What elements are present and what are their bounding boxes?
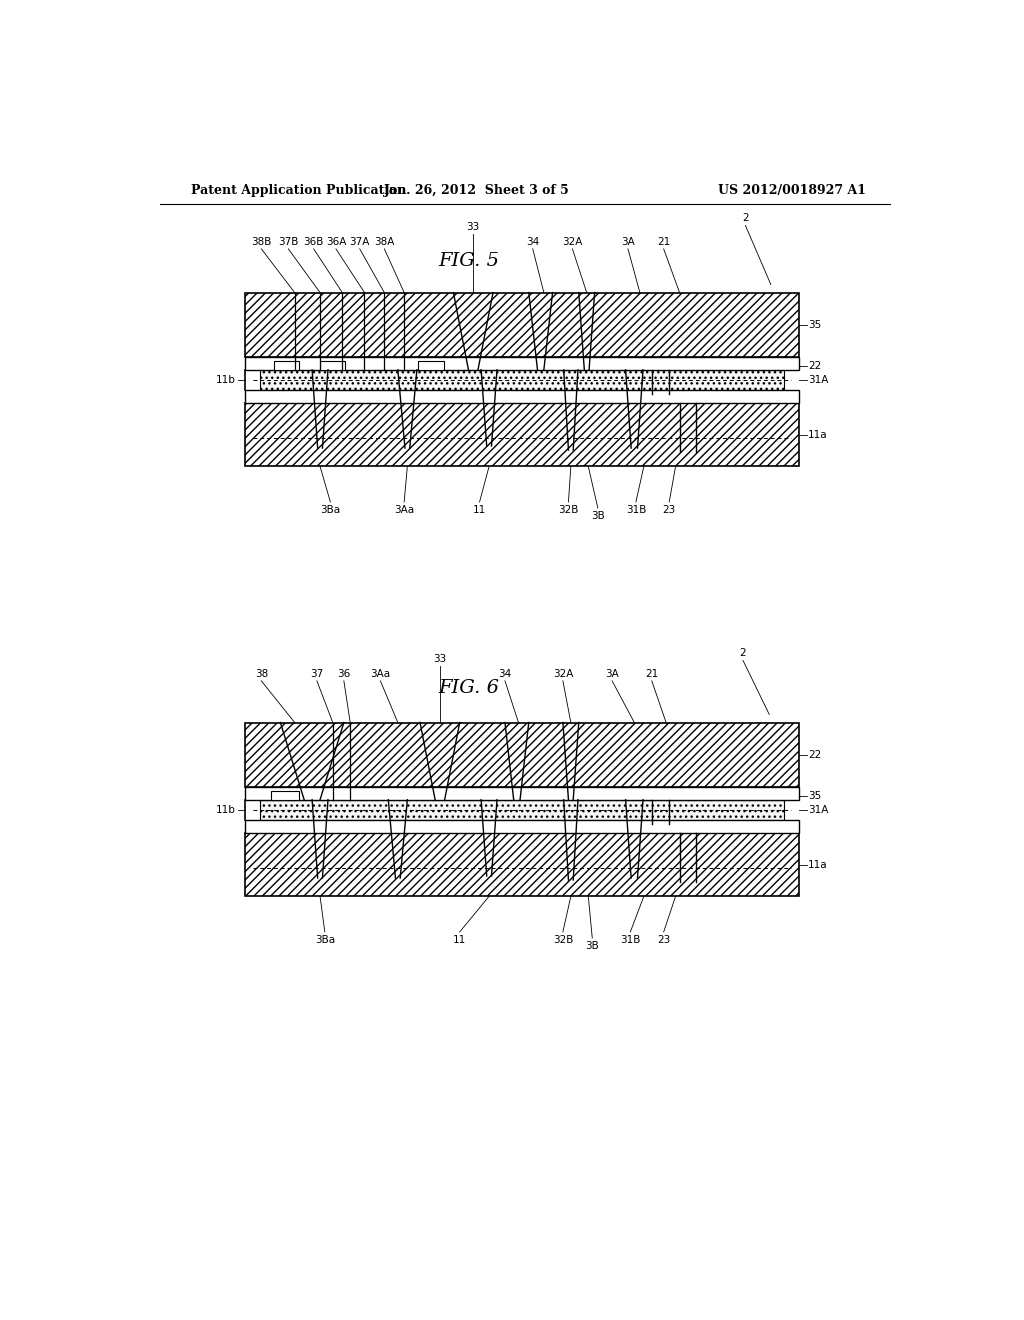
Text: 21: 21 xyxy=(657,236,671,247)
Text: 37B: 37B xyxy=(279,236,298,247)
Bar xyxy=(246,391,799,404)
Text: 37A: 37A xyxy=(349,236,370,247)
Bar xyxy=(246,356,799,370)
Text: 32B: 32B xyxy=(558,506,579,515)
Text: 31A: 31A xyxy=(808,805,828,814)
Bar xyxy=(260,800,784,820)
Bar xyxy=(274,360,299,370)
Text: 21: 21 xyxy=(645,669,658,678)
Bar xyxy=(246,787,799,800)
Text: US 2012/0018927 A1: US 2012/0018927 A1 xyxy=(718,183,866,197)
Text: 2: 2 xyxy=(739,648,746,659)
Text: 3Aa: 3Aa xyxy=(394,506,415,515)
Text: 11b: 11b xyxy=(216,805,236,814)
Text: 11b: 11b xyxy=(216,375,236,385)
Bar xyxy=(260,370,784,391)
Text: Patent Application Publication: Patent Application Publication xyxy=(191,183,407,197)
Text: 23: 23 xyxy=(657,935,671,945)
Text: 3B: 3B xyxy=(591,511,605,521)
Text: 34: 34 xyxy=(526,236,540,247)
Text: 33: 33 xyxy=(433,653,446,664)
Text: 22: 22 xyxy=(808,360,821,371)
Bar xyxy=(321,360,345,370)
Text: 32A: 32A xyxy=(562,236,583,247)
Text: FIG. 5: FIG. 5 xyxy=(438,252,500,269)
Bar xyxy=(419,360,443,370)
Text: 36: 36 xyxy=(337,669,350,678)
Text: 32A: 32A xyxy=(553,669,573,678)
Text: 3Ba: 3Ba xyxy=(314,935,335,945)
Bar xyxy=(246,404,799,466)
Text: 31B: 31B xyxy=(621,935,641,945)
Text: 36A: 36A xyxy=(326,236,346,247)
Text: 11: 11 xyxy=(453,935,466,945)
Text: 37: 37 xyxy=(310,669,324,678)
Bar xyxy=(246,820,799,833)
Text: 31B: 31B xyxy=(626,506,646,515)
Text: 35: 35 xyxy=(808,319,821,330)
Text: 33: 33 xyxy=(467,222,480,231)
Text: 35: 35 xyxy=(808,791,821,801)
Text: 38B: 38B xyxy=(251,236,271,247)
Text: 11: 11 xyxy=(473,506,486,515)
Text: FIG. 6: FIG. 6 xyxy=(438,678,500,697)
Bar xyxy=(246,722,799,787)
Text: 11a: 11a xyxy=(808,430,827,440)
Text: 3Ba: 3Ba xyxy=(321,506,340,515)
Text: 38A: 38A xyxy=(374,236,394,247)
Text: 3Aa: 3Aa xyxy=(371,669,390,678)
Text: Jan. 26, 2012  Sheet 3 of 5: Jan. 26, 2012 Sheet 3 of 5 xyxy=(384,183,570,197)
Text: 36B: 36B xyxy=(303,236,324,247)
Text: 11a: 11a xyxy=(808,859,827,870)
Text: 23: 23 xyxy=(663,506,676,515)
Text: 3A: 3A xyxy=(605,669,618,678)
Text: 22: 22 xyxy=(808,750,821,759)
Bar xyxy=(246,833,799,896)
Text: 2: 2 xyxy=(742,214,749,223)
Text: 31A: 31A xyxy=(808,375,828,385)
Bar xyxy=(246,293,799,356)
Text: 38: 38 xyxy=(255,669,268,678)
Bar xyxy=(270,791,299,800)
Text: 32B: 32B xyxy=(553,935,573,945)
Text: 34: 34 xyxy=(499,669,512,678)
Text: 3B: 3B xyxy=(586,941,599,950)
Text: 3A: 3A xyxy=(622,236,635,247)
